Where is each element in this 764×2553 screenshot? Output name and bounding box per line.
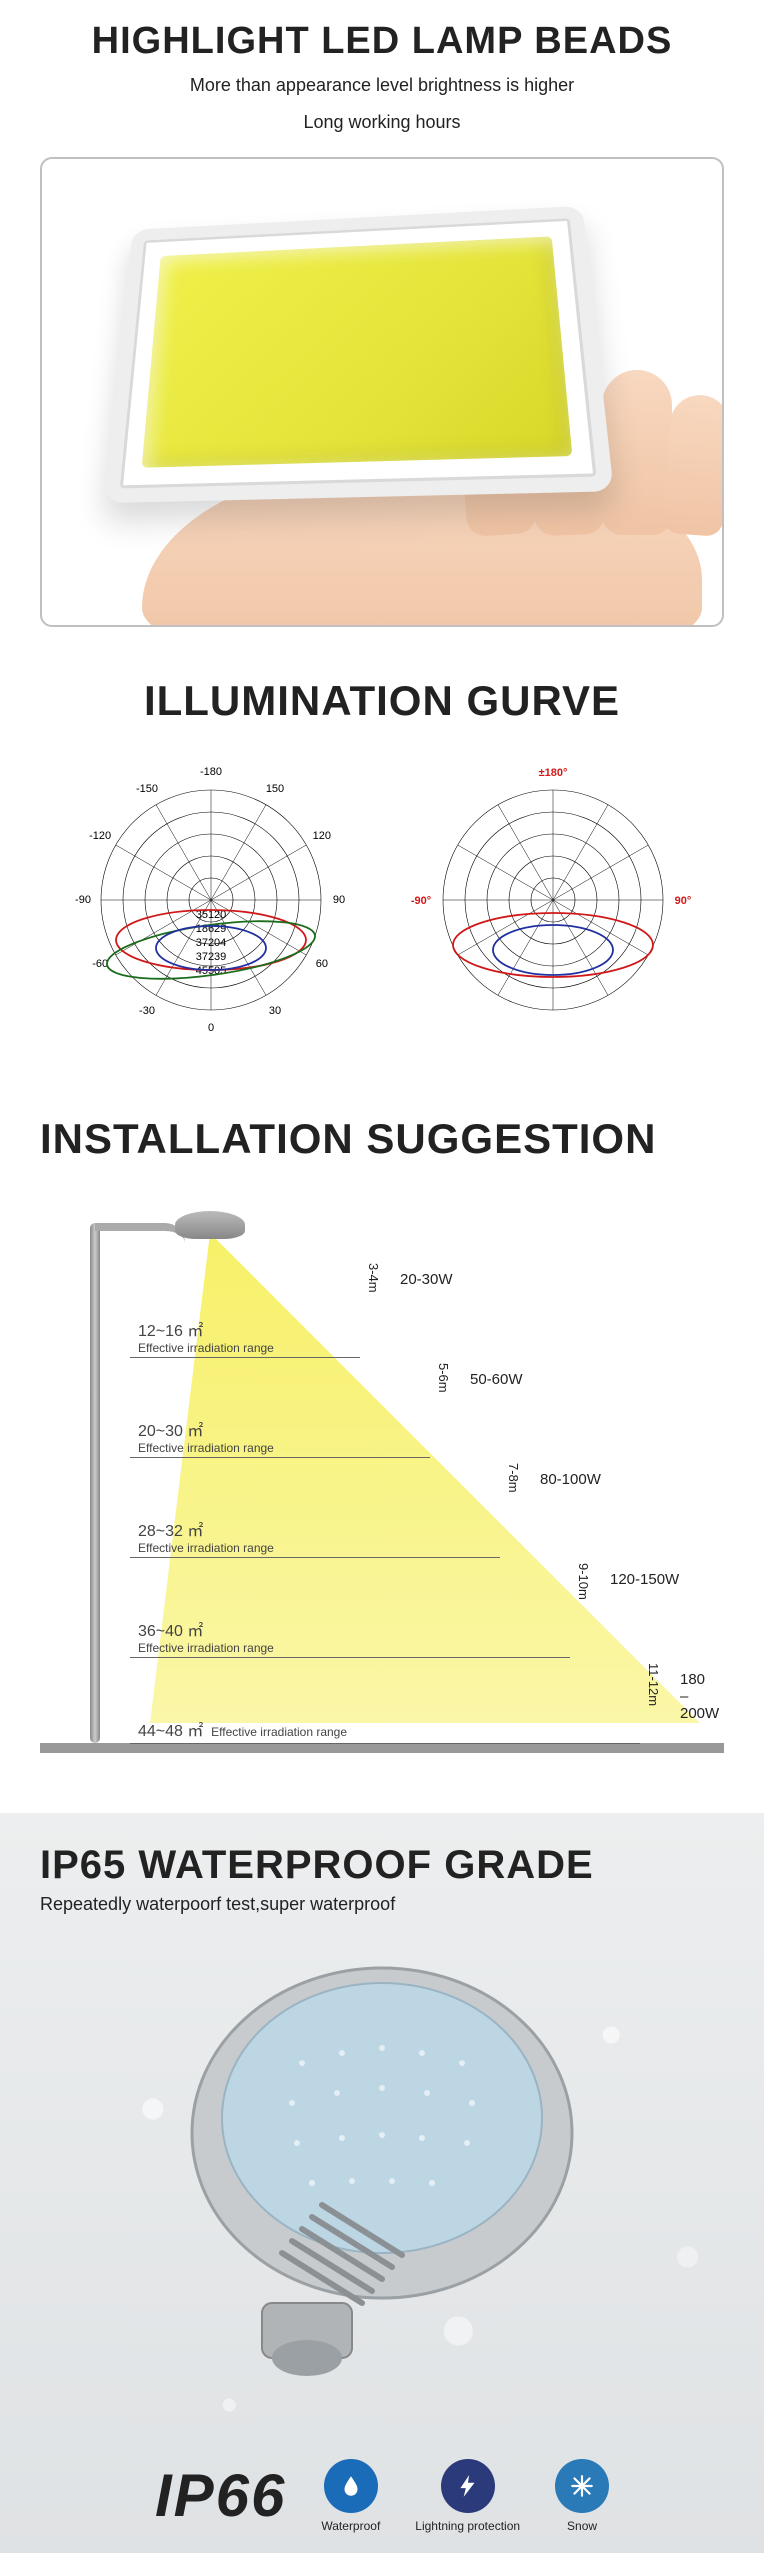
- range-value: 28~32 ㎡: [138, 1517, 500, 1541]
- wattage-label: 80-100W: [540, 1471, 601, 1488]
- svg-text:120: 120: [313, 830, 331, 842]
- s4-title: IP65 WATERPROOF GRADE: [40, 1843, 724, 1888]
- section-installation: INSTALLATION SUGGESTION 12~16 ㎡Effective…: [0, 1085, 764, 1813]
- range-value: 36~40 ㎡: [138, 1617, 570, 1641]
- install-row: 20~30 ㎡Effective irradiation range: [130, 1413, 430, 1458]
- svg-text:30: 30: [269, 1004, 281, 1016]
- snow-icon: [555, 2459, 609, 2513]
- svg-text:90: 90: [333, 894, 345, 906]
- led-chip: [104, 205, 614, 502]
- section-waterproof: IP65 WATERPROOF GRADE Repeatedly waterpo…: [0, 1813, 764, 2553]
- svg-text:0: 0: [208, 1022, 214, 1034]
- icon-caption: Lightning protection: [415, 2519, 520, 2533]
- ip66-label: IP66: [155, 2461, 286, 2530]
- s4-sub: Repeatedly waterpoorf test,super waterpr…: [40, 1894, 724, 1915]
- wattage-label: 20-30W: [400, 1271, 453, 1288]
- range-value: 12~16 ㎡: [138, 1317, 360, 1341]
- install-row: 28~32 ㎡Effective irradiation range: [130, 1513, 500, 1558]
- pole: [90, 1223, 100, 1743]
- wattage-label: 180–200W: [680, 1671, 719, 1722]
- range-label: Effective irradiation range: [138, 1641, 570, 1655]
- range-label: Effective irradiation range: [211, 1725, 347, 1739]
- svg-text:-90°: -90°: [411, 895, 431, 907]
- svg-text:150: 150: [266, 783, 284, 795]
- svg-text:-30: -30: [139, 1004, 155, 1016]
- street-lamp-illustration: [152, 1943, 612, 2383]
- ip66-row: IP66 Waterproof Lightning protection Sno…: [0, 2459, 764, 2533]
- svg-text:37204: 37204: [196, 937, 227, 949]
- svg-text:60: 60: [316, 958, 328, 970]
- section-led-beads: HIGHLIGHT LED LAMP BEADS More than appea…: [0, 0, 764, 657]
- ground-line: [40, 1743, 724, 1753]
- light-cone-svg: [40, 1183, 740, 1743]
- install-diagram: 12~16 ㎡Effective irradiation range3-4m20…: [40, 1183, 724, 1783]
- range-value: 44~48 ㎡: [138, 1723, 203, 1740]
- svg-text:-90: -90: [75, 894, 91, 906]
- pole-height-label: 9-10m: [576, 1563, 591, 1600]
- svg-text:-150: -150: [136, 783, 158, 795]
- s2-title: ILLUMINATION GURVE: [40, 677, 724, 725]
- section-illumination-curve: ILLUMINATION GURVE -180 -150 -120 -90 -60 -30…: [0, 657, 764, 1085]
- range-label: Effective irradiation range: [138, 1541, 500, 1555]
- range-label: Effective irradiation range: [138, 1341, 360, 1355]
- icon-caption: Waterproof: [321, 2519, 380, 2533]
- install-row: 36~40 ㎡Effective irradiation range: [130, 1613, 570, 1658]
- polar-chart-left: -180-150-120-90-60-300306090120150351201…: [61, 750, 361, 1055]
- svg-text:-120: -120: [89, 830, 111, 842]
- icon-caption: Snow: [555, 2519, 609, 2533]
- wattage-label: 50-60W: [470, 1371, 523, 1388]
- pole-height-label: 3-4m: [366, 1263, 381, 1293]
- snow-icon-col: Snow: [555, 2459, 609, 2533]
- svg-text:±180°: ±180°: [539, 767, 568, 779]
- s3-title: INSTALLATION SUGGESTION: [40, 1115, 724, 1163]
- range-label: Effective irradiation range: [138, 1441, 430, 1455]
- range-value: 20~30 ㎡: [138, 1417, 430, 1441]
- drop-icon: [324, 2459, 378, 2513]
- drop-icon-col: Waterproof: [321, 2459, 380, 2533]
- pole-height-label: 5-6m: [436, 1363, 451, 1393]
- svg-text:-180: -180: [200, 766, 222, 778]
- s1-sub1: More than appearance level brightness is…: [40, 71, 724, 100]
- s1-sub2: Long working hours: [40, 108, 724, 137]
- wattage-label: 120-150W: [610, 1571, 679, 1588]
- svg-text:-60: -60: [92, 958, 108, 970]
- install-row: 44~48 ㎡ Effective irradiation range: [130, 1713, 640, 1744]
- bolt-icon: [441, 2459, 495, 2513]
- s1-title: HIGHLIGHT LED LAMP BEADS: [40, 20, 724, 63]
- bolt-icon-col: Lightning protection: [415, 2459, 520, 2533]
- polar-chart-right: ±180° -90° 90°: [403, 750, 703, 1055]
- pole-arm: [95, 1223, 185, 1243]
- pole-height-label: 7-8m: [506, 1463, 521, 1493]
- lamp-head: [175, 1211, 245, 1239]
- pole-height-label: 11-12m: [646, 1663, 661, 1706]
- svg-text:90°: 90°: [675, 895, 692, 907]
- install-row: 12~16 ㎡Effective irradiation range: [130, 1313, 360, 1358]
- svg-text:37239: 37239: [196, 951, 227, 963]
- led-chip-image: [40, 157, 724, 627]
